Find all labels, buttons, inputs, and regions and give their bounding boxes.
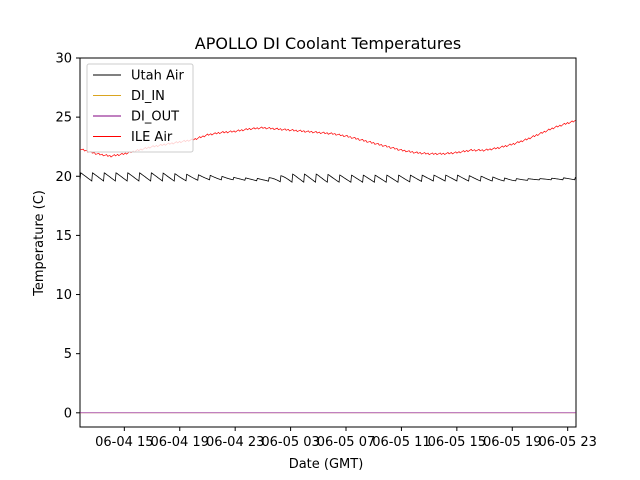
legend-label: Utah Air xyxy=(131,69,184,84)
x-tick-label: 06-05 19 xyxy=(483,435,541,450)
series-layer xyxy=(80,119,576,414)
x-tick-label: 06-05 11 xyxy=(372,435,430,450)
y-tick-label: 25 xyxy=(55,111,72,126)
legend-label: DI_IN xyxy=(131,89,165,104)
y-tick-label: 30 xyxy=(55,52,72,67)
x-tick-label: 06-04 23 xyxy=(206,435,264,450)
y-tick-label: 10 xyxy=(55,288,72,303)
x-axis-title: Date (GMT) xyxy=(289,457,364,472)
legend-box xyxy=(86,63,194,153)
series-line-utah-air xyxy=(80,172,576,183)
x-tick-label: 06-05 15 xyxy=(428,435,486,450)
y-tick-label: 15 xyxy=(55,229,72,244)
y-axis-title: Temperature (C) xyxy=(32,190,47,297)
legend: Utah Air DI_IN DI_OUT ILE Air xyxy=(86,63,194,153)
y-tick-label: 5 xyxy=(64,347,72,362)
y-tick-label: 20 xyxy=(55,170,72,185)
y-tick-label: 0 xyxy=(64,406,72,421)
x-tick-label: 06-04 19 xyxy=(151,435,209,450)
chart-title: APOLLO DI Coolant Temperatures xyxy=(195,34,461,53)
x-tick-label: 06-05 03 xyxy=(261,435,319,450)
legend-label: ILE Air xyxy=(131,130,173,145)
x-tick-label: 06-05 07 xyxy=(317,435,375,450)
legend-label: DI_OUT xyxy=(131,110,179,125)
x-tick-label: 06-04 15 xyxy=(95,435,153,450)
x-tick-label: 06-05 23 xyxy=(538,435,596,450)
